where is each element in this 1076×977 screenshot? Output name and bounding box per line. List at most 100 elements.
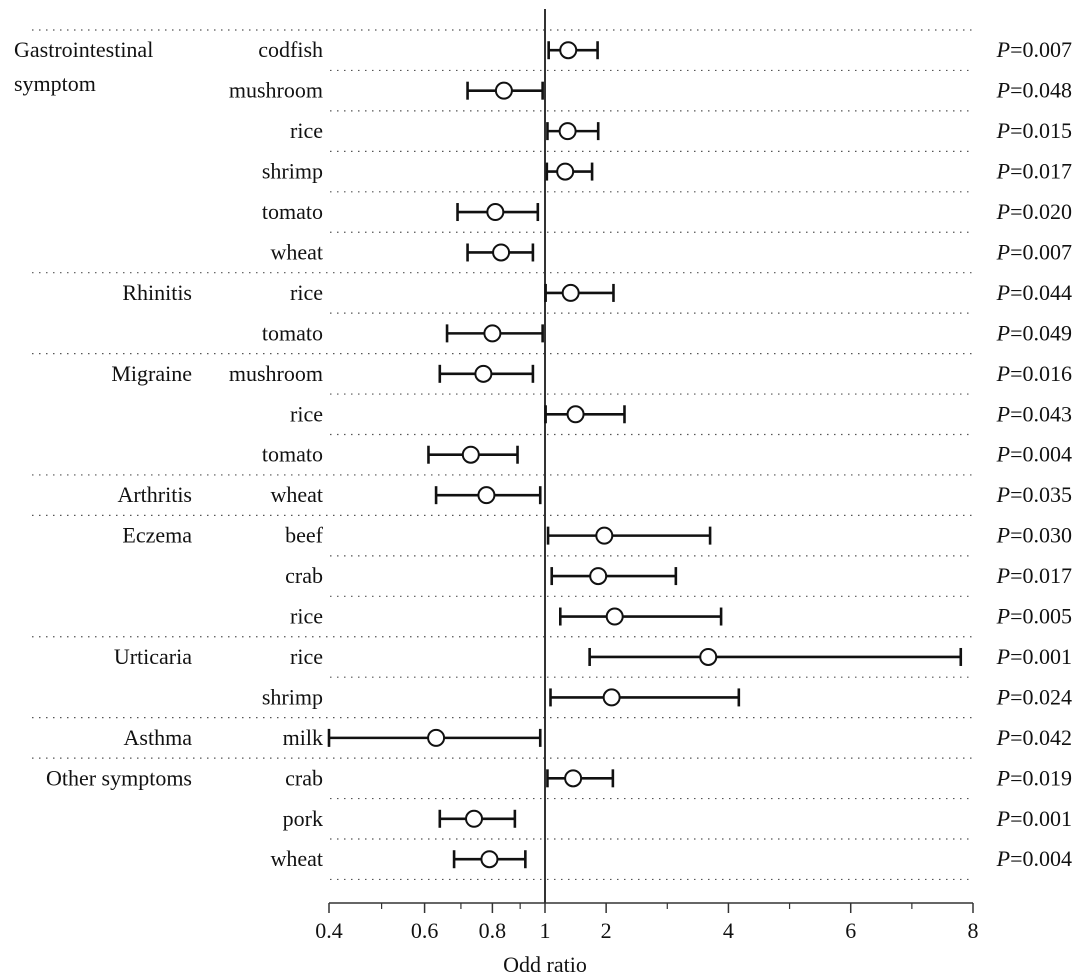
row-label: rice	[290, 604, 323, 629]
odds-ratio-point	[465, 809, 484, 828]
row-label: tomato	[262, 442, 323, 467]
x-axis-title: Odd ratio	[503, 952, 587, 977]
p-symbol: P	[996, 765, 1010, 790]
p-value-number: =0.042	[1010, 725, 1072, 750]
row-label: crab	[285, 765, 323, 790]
plot-marks	[327, 41, 963, 869]
row-label: tomato	[262, 320, 323, 345]
x-tick-label: 6	[845, 918, 856, 943]
group-label: Arthritis	[117, 482, 192, 507]
p-value-number: =0.048	[1010, 78, 1072, 103]
group-label: Asthma	[124, 725, 193, 750]
row-label: shrimp	[262, 684, 323, 709]
row-label: shrimp	[262, 159, 323, 184]
row-label: rice	[290, 401, 323, 426]
p-symbol: P	[996, 320, 1010, 345]
p-value-number: =0.007	[1010, 239, 1072, 264]
p-value-number: =0.049	[1010, 320, 1072, 345]
odds-ratio-point	[494, 81, 513, 100]
x-tick-label: 4	[723, 918, 734, 943]
row-separators	[32, 29, 973, 881]
p-symbol: P	[996, 604, 1010, 629]
p-symbol: P	[996, 37, 1010, 62]
group-label: Other symptoms	[46, 765, 192, 790]
p-value: P=0.005	[996, 604, 1072, 629]
p-symbol: P	[996, 239, 1010, 264]
p-value: P=0.035	[996, 482, 1072, 507]
odds-ratio-point	[477, 486, 496, 505]
x-tick-label: 2	[601, 918, 612, 943]
odds-ratio-point	[589, 567, 608, 586]
p-symbol: P	[996, 280, 1010, 305]
p-value: P=0.017	[996, 159, 1072, 184]
p-value: P=0.001	[996, 806, 1072, 831]
p-value-number: =0.004	[1010, 442, 1072, 467]
p-value-number: =0.020	[1010, 199, 1072, 224]
odds-ratio-point	[561, 283, 580, 302]
row-label: rice	[290, 280, 323, 305]
p-symbol: P	[996, 78, 1010, 103]
x-tick-label: 0.4	[315, 918, 343, 943]
odds-ratio-point	[486, 203, 505, 222]
group-label: Gastrointestinal	[14, 37, 153, 62]
p-symbol: P	[996, 684, 1010, 709]
odds-ratio-point	[556, 162, 575, 181]
p-value-number: =0.017	[1010, 563, 1072, 588]
p-symbol: P	[996, 118, 1010, 143]
p-value: P=0.017	[996, 563, 1072, 588]
odds-ratio-point	[605, 607, 624, 626]
p-value: P=0.001	[996, 644, 1072, 669]
p-value: P=0.004	[996, 442, 1072, 467]
p-symbol: P	[996, 806, 1010, 831]
row-label: wheat	[270, 846, 323, 871]
p-value-number: =0.001	[1010, 644, 1072, 669]
row-label: milk	[283, 725, 323, 750]
row-label: beef	[285, 523, 324, 548]
p-value-number: =0.044	[1010, 280, 1072, 305]
odds-ratio-point	[480, 850, 499, 869]
p-value-number: =0.004	[1010, 846, 1072, 871]
p-value-number: =0.017	[1010, 159, 1072, 184]
p-symbol: P	[996, 361, 1010, 386]
group-label: Migraine	[111, 361, 192, 386]
p-value: P=0.020	[996, 199, 1072, 224]
odds-ratio-point	[559, 41, 578, 60]
odds-ratio-point	[483, 324, 502, 343]
odds-ratio-point	[602, 688, 621, 707]
odds-ratio-point	[595, 526, 614, 545]
p-symbol: P	[996, 563, 1010, 588]
odds-ratio-point	[492, 243, 511, 262]
p-value: P=0.007	[996, 239, 1072, 264]
p-symbol: P	[996, 199, 1010, 224]
row-label: rice	[290, 644, 323, 669]
p-value-number: =0.016	[1010, 361, 1072, 386]
p-symbol: P	[996, 442, 1010, 467]
p-symbol: P	[996, 401, 1010, 426]
odds-ratio-point	[564, 769, 583, 788]
p-value: P=0.042	[996, 725, 1072, 750]
group-label: Eczema	[122, 523, 192, 548]
group-label: Rhinitis	[122, 280, 192, 305]
row-label: crab	[285, 563, 323, 588]
p-value: P=0.007	[996, 37, 1072, 62]
p-value-number: =0.030	[1010, 523, 1072, 548]
row-label: rice	[290, 118, 323, 143]
p-value: P=0.030	[996, 523, 1072, 548]
p-value: P=0.044	[996, 280, 1072, 305]
odds-ratio-point	[461, 445, 480, 464]
p-symbol: P	[996, 159, 1010, 184]
row-label: wheat	[270, 239, 323, 264]
group-label: Urticaria	[114, 644, 192, 669]
row-label: pork	[283, 806, 323, 831]
odds-ratio-point	[427, 728, 446, 747]
odds-ratio-point	[558, 122, 577, 141]
p-symbol: P	[996, 644, 1010, 669]
p-value: P=0.015	[996, 118, 1072, 143]
p-value: P=0.049	[996, 320, 1072, 345]
row-label: codfish	[258, 37, 323, 62]
p-value-number: =0.007	[1010, 37, 1072, 62]
p-value-number: =0.005	[1010, 604, 1072, 629]
p-value: P=0.048	[996, 78, 1072, 103]
x-axis: 0.4 0.6 0.8 1 2 4 6 8	[315, 9, 979, 943]
